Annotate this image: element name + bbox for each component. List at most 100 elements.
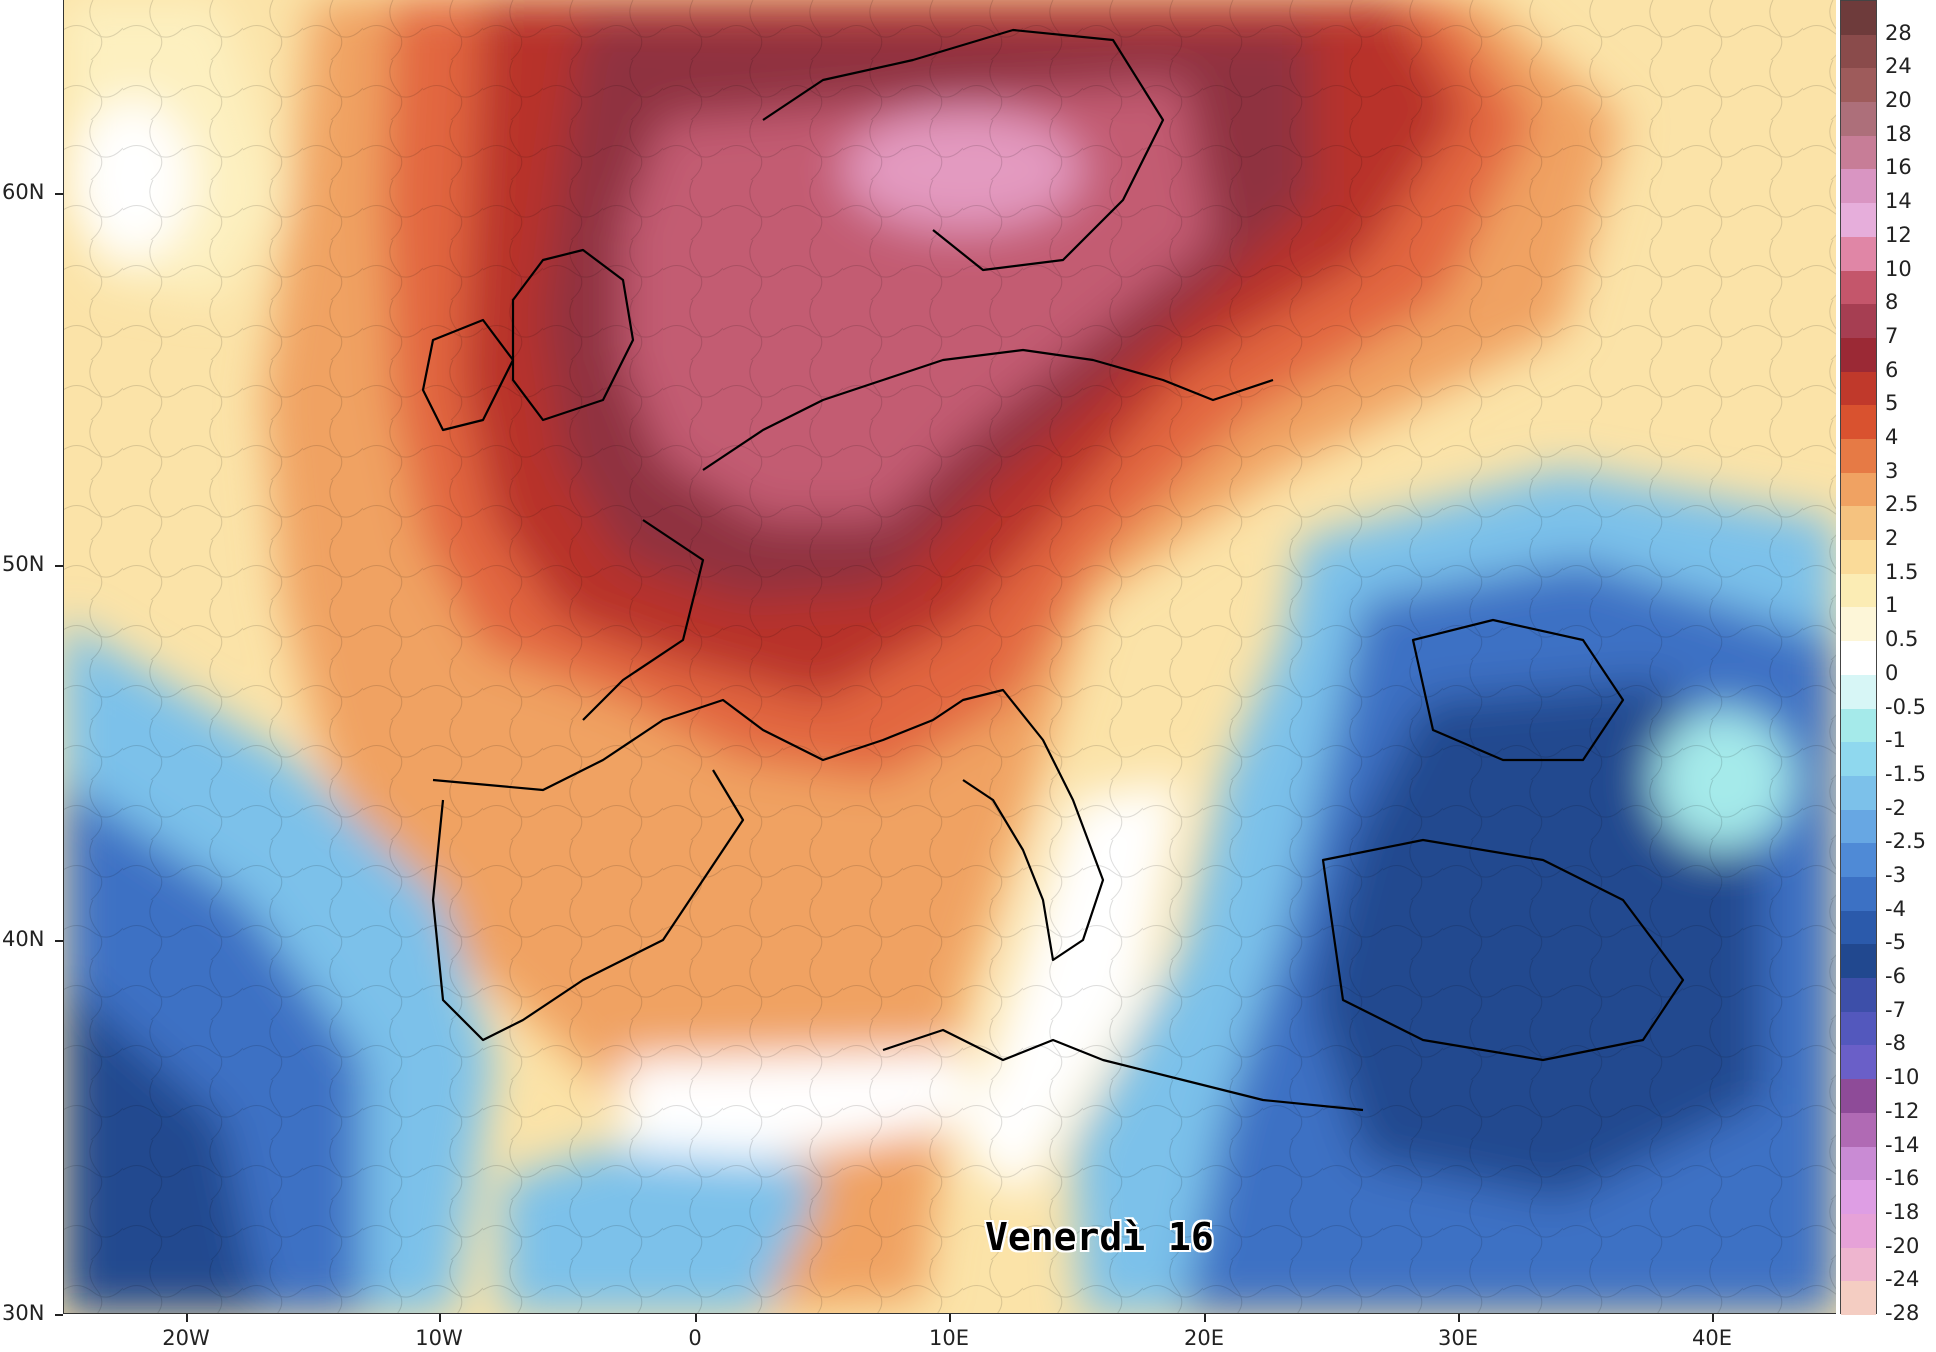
- colorbar-swatch: [1841, 135, 1876, 170]
- colorbar-swatch: [1841, 1112, 1876, 1148]
- colorbar-swatch: [1841, 775, 1876, 811]
- colorbar-label: -18: [1885, 1199, 1920, 1224]
- colorbar-label: -8: [1885, 1031, 1906, 1056]
- longitude-tick-label: 0: [688, 1326, 702, 1350]
- colorbar-label: 1.5: [1885, 559, 1919, 584]
- colorbar-swatch: [1841, 1011, 1876, 1046]
- map-area[interactable]: [63, 0, 1836, 1314]
- colorbar-swatch: [1841, 1281, 1876, 1316]
- colorbar-swatch: [1841, 472, 1876, 507]
- colorbar-label: -6: [1885, 964, 1906, 989]
- colorbar-swatch: [1841, 540, 1876, 575]
- colorbar-swatch: [1841, 809, 1876, 844]
- colorbar-swatch: [1841, 742, 1876, 777]
- colorbar-label: 7: [1885, 323, 1899, 348]
- latitude-tick-label: 50N: [2, 552, 45, 576]
- longitude-tick-mark: [439, 1314, 441, 1322]
- colorbar-label: -4: [1885, 896, 1906, 921]
- colorbar-label: 14: [1885, 189, 1912, 214]
- longitude-tick-label: 10E: [929, 1326, 969, 1350]
- colorbar-label: -5: [1885, 930, 1906, 955]
- admin-borders: [63, 0, 1836, 1314]
- colorbar-swatch: [1841, 439, 1876, 474]
- colorbar-label: 1: [1885, 593, 1899, 618]
- colorbar-swatch: [1841, 944, 1876, 979]
- colorbar-swatch: [1841, 169, 1876, 204]
- colorbar-swatch: [1841, 304, 1876, 339]
- colorbar-swatch: [1841, 270, 1876, 305]
- day-label: Venerdì 16: [985, 1215, 1214, 1259]
- colorbar-label: -3: [1885, 863, 1906, 887]
- colorbar-label: -2.5: [1885, 829, 1926, 854]
- colorbar-label: 6: [1885, 357, 1899, 382]
- longitude-tick-label: 40E: [1692, 1326, 1732, 1350]
- colorbar-label: -1.5: [1885, 761, 1926, 786]
- colorbar-label: 18: [1885, 121, 1912, 146]
- colorbar-swatch: [1841, 1180, 1876, 1215]
- latitude-tick-label: 40N: [2, 927, 45, 951]
- colorbar-label: 12: [1885, 222, 1912, 247]
- latitude-tick-mark: [55, 193, 63, 195]
- colorbar-swatch: [1841, 1045, 1876, 1080]
- colorbar-label: -0.5: [1885, 694, 1926, 719]
- longitude-tick-mark: [695, 1314, 697, 1322]
- colorbar-label: -1: [1885, 728, 1906, 753]
- colorbar-swatch: [1841, 68, 1876, 103]
- longitude-tick-mark: [186, 1314, 188, 1322]
- longitude-tick-mark: [1458, 1314, 1460, 1322]
- colorbar-swatch: [1841, 674, 1876, 710]
- colorbar-label: 4: [1885, 425, 1899, 449]
- colorbar-label: -7: [1885, 997, 1906, 1022]
- colorbar-swatch: [1841, 1, 1876, 36]
- colorbar-label: 5: [1885, 391, 1899, 416]
- colorbar-swatch: [1841, 102, 1876, 137]
- colorbar-label: 28: [1885, 20, 1912, 45]
- colorbar: [1840, 0, 1877, 1316]
- colorbar-swatch: [1841, 1079, 1876, 1114]
- longitude-tick-mark: [1712, 1314, 1714, 1322]
- latitude-tick-label: 30N: [2, 1301, 45, 1325]
- colorbar-label: 0.5: [1885, 627, 1919, 652]
- colorbar-label: -14: [1885, 1132, 1920, 1157]
- colorbar-swatch: [1841, 1213, 1876, 1249]
- colorbar-label: -28: [1885, 1301, 1920, 1325]
- colorbar-swatch: [1841, 708, 1876, 743]
- colorbar-swatch: [1841, 337, 1876, 373]
- colorbar-label: -24: [1885, 1267, 1920, 1292]
- colorbar-label: 3: [1885, 458, 1899, 483]
- longitude-tick-label: 20W: [162, 1326, 210, 1350]
- colorbar-swatch: [1841, 573, 1876, 608]
- longitude-tick-mark: [949, 1314, 951, 1322]
- colorbar-swatch: [1841, 910, 1876, 945]
- colorbar-label: -10: [1885, 1065, 1920, 1090]
- colorbar-label: -2: [1885, 795, 1906, 820]
- colorbar-label: 24: [1885, 54, 1912, 79]
- colorbar-swatch: [1841, 877, 1876, 912]
- colorbar-label: 2.5: [1885, 492, 1919, 517]
- colorbar-swatch: [1841, 405, 1876, 440]
- latitude-tick-mark: [55, 565, 63, 567]
- colorbar-label: 0: [1885, 660, 1899, 685]
- colorbar-label: 20: [1885, 88, 1912, 113]
- longitude-tick-mark: [1204, 1314, 1206, 1322]
- latitude-tick-label: 60N: [2, 180, 45, 204]
- longitude-tick-label: 10W: [415, 1326, 463, 1350]
- colorbar-swatch: [1841, 203, 1876, 238]
- longitude-tick-label: 20E: [1184, 1326, 1224, 1350]
- colorbar-label: -16: [1885, 1166, 1920, 1191]
- colorbar-swatch: [1841, 1247, 1876, 1282]
- colorbar-swatch: [1841, 1146, 1876, 1181]
- colorbar-swatch: [1841, 843, 1876, 878]
- colorbar-swatch: [1841, 506, 1876, 541]
- colorbar-swatch: [1841, 236, 1876, 272]
- colorbar-swatch: [1841, 607, 1876, 642]
- colorbar-label: 16: [1885, 155, 1912, 180]
- latitude-tick-mark: [55, 940, 63, 942]
- colorbar-swatch: [1841, 641, 1876, 676]
- colorbar-swatch: [1841, 978, 1876, 1013]
- longitude-tick-label: 30E: [1438, 1326, 1478, 1350]
- colorbar-label: -20: [1885, 1233, 1920, 1258]
- colorbar-label: 2: [1885, 526, 1899, 551]
- colorbar-label: -12: [1885, 1098, 1920, 1123]
- colorbar-label: 10: [1885, 256, 1912, 281]
